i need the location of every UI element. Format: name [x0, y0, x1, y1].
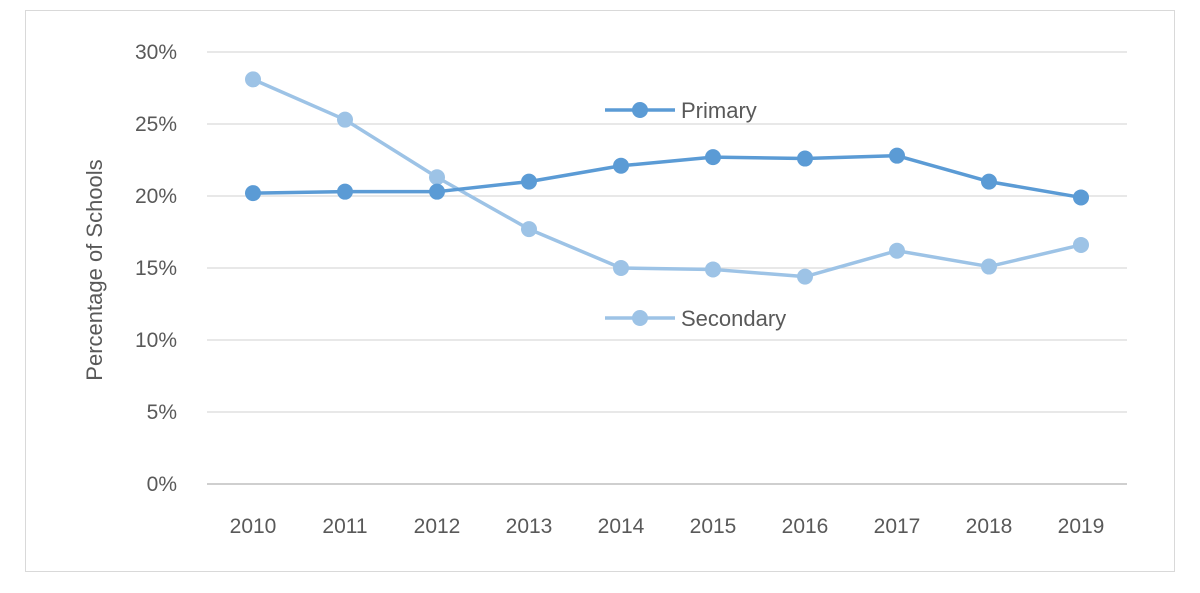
data-point-primary [429, 183, 445, 200]
x-tick-label: 2017 [874, 515, 921, 538]
chart-frame [25, 10, 1175, 572]
y-tick-label: 20% [135, 185, 177, 208]
series-line-secondary [252, 77, 1082, 279]
x-tick-label: 2012 [414, 515, 461, 538]
legend-marker-secondary [632, 310, 648, 326]
y-tick-label: 30% [135, 41, 177, 64]
data-point-secondary [705, 261, 721, 278]
y-axis-label: Percentage of Schools [82, 159, 107, 380]
data-point-primary [705, 149, 721, 166]
x-tick-label: 2019 [1058, 515, 1105, 538]
y-tick-label: 10% [135, 329, 177, 352]
data-point-primary [1073, 189, 1089, 206]
legend-label-secondary: Secondary [681, 306, 786, 331]
data-point-primary [613, 157, 629, 174]
x-tick-label: 2016 [782, 515, 829, 538]
data-point-secondary [521, 221, 537, 238]
x-tick-label: 2011 [322, 515, 367, 538]
data-point-secondary [245, 71, 261, 88]
data-point-secondary [797, 268, 813, 285]
data-point-primary [245, 185, 261, 202]
data-point-secondary [613, 260, 629, 276]
y-tick-label: 15% [135, 257, 177, 280]
x-tick-label: 2010 [230, 515, 277, 538]
data-point-secondary [981, 258, 997, 275]
legend-label-primary: Primary [681, 98, 757, 123]
data-point-secondary [429, 169, 445, 186]
y-tick-label: 0% [147, 473, 177, 496]
data-point-secondary [337, 111, 353, 128]
legend-marker-primary [632, 102, 648, 118]
data-point-primary [521, 173, 537, 190]
x-tick-label: 2018 [966, 515, 1013, 538]
data-point-primary [797, 150, 813, 167]
x-tick-label: 2013 [506, 515, 553, 538]
x-tick-label: 2014 [598, 515, 645, 538]
data-point-secondary [889, 242, 905, 259]
y-tick-label: 5% [147, 401, 177, 424]
x-tick-label: 2015 [690, 515, 737, 538]
data-point-primary [337, 183, 353, 200]
y-tick-label: 25% [135, 113, 177, 136]
data-point-primary [981, 173, 997, 190]
series-line-primary [252, 153, 1082, 200]
data-point-primary [889, 147, 905, 164]
data-point-secondary [1073, 236, 1089, 253]
